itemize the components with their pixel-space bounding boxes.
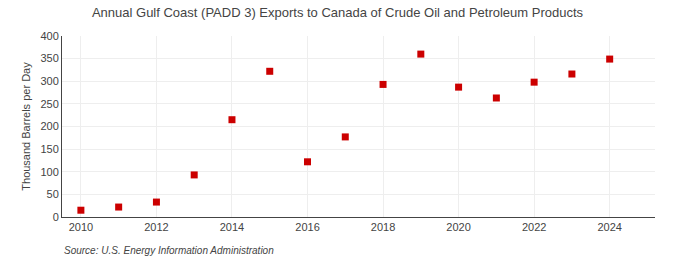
svg-text:100: 100	[40, 166, 58, 178]
svg-text:50: 50	[47, 188, 59, 200]
svg-text:Thousand Barrels per Day: Thousand Barrels per Day	[20, 62, 32, 191]
svg-text:250: 250	[40, 98, 58, 110]
svg-text:2014: 2014	[220, 221, 244, 233]
svg-text:2024: 2024	[597, 221, 621, 233]
svg-text:400: 400	[40, 30, 58, 42]
svg-text:150: 150	[40, 143, 58, 155]
svg-text:Annual Gulf Coast (PADD 3) Exp: Annual Gulf Coast (PADD 3) Exports to Ca…	[92, 5, 584, 20]
svg-text:Source: U.S. Energy Informatio: Source: U.S. Energy Information Administ…	[64, 245, 274, 256]
svg-text:2010: 2010	[69, 221, 93, 233]
svg-text:0: 0	[53, 211, 59, 223]
svg-text:2022: 2022	[522, 221, 546, 233]
svg-text:2020: 2020	[446, 221, 470, 233]
svg-text:2016: 2016	[295, 221, 319, 233]
svg-text:350: 350	[40, 52, 58, 64]
svg-text:200: 200	[40, 120, 58, 132]
svg-text:2018: 2018	[371, 221, 395, 233]
svg-text:300: 300	[40, 75, 58, 87]
svg-text:2012: 2012	[144, 221, 168, 233]
